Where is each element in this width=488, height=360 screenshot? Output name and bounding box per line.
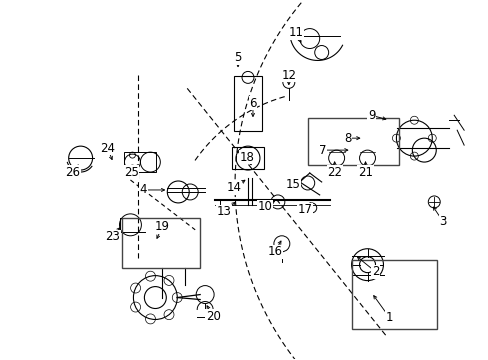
Bar — [124, 152, 156, 172]
Bar — [351, 260, 436, 329]
Text: 13: 13 — [216, 205, 231, 219]
Text: 10: 10 — [257, 201, 272, 213]
Text: 6: 6 — [249, 97, 256, 110]
Text: 3: 3 — [439, 215, 446, 228]
Text: 26: 26 — [65, 166, 80, 179]
Text: 21: 21 — [357, 166, 372, 179]
Text: 19: 19 — [155, 220, 169, 233]
Text: 17: 17 — [297, 203, 312, 216]
Text: 7: 7 — [318, 144, 326, 157]
Text: 1: 1 — [385, 311, 392, 324]
Bar — [307, 118, 399, 165]
Text: 20: 20 — [205, 310, 220, 323]
Text: 9: 9 — [367, 109, 374, 122]
Text: 24: 24 — [100, 141, 115, 155]
Text: 8: 8 — [343, 132, 350, 145]
Text: 11: 11 — [288, 26, 303, 39]
Text: 15: 15 — [285, 179, 300, 192]
Text: 18: 18 — [239, 150, 254, 163]
Text: 23: 23 — [105, 230, 120, 243]
Text: 25: 25 — [124, 166, 139, 179]
Text: 12: 12 — [281, 69, 296, 82]
Text: 4: 4 — [140, 184, 147, 197]
Bar — [234, 76, 262, 131]
Text: 5: 5 — [234, 51, 241, 64]
Bar — [122, 218, 200, 268]
Text: 14: 14 — [226, 181, 241, 194]
Text: 16: 16 — [267, 245, 282, 258]
Bar — [232, 147, 264, 169]
Text: 2: 2 — [371, 265, 379, 278]
Text: 22: 22 — [326, 166, 342, 179]
